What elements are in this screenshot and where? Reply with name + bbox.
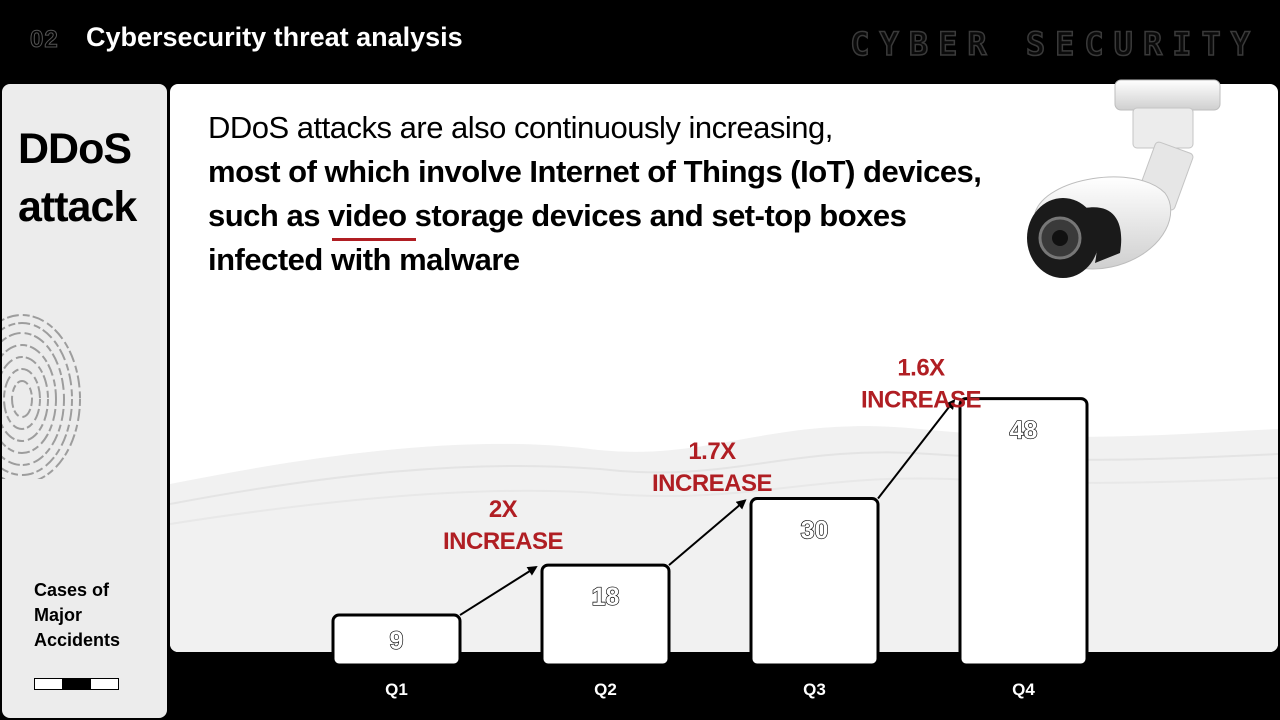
sidebar-title-line1: DDoS: [18, 125, 132, 173]
intro-line4: infected with malware: [208, 242, 520, 277]
bar-q3: [749, 497, 880, 667]
x-tick-label: Q4: [1012, 680, 1035, 699]
sidebar-caption: Cases of Major Accidents: [34, 578, 120, 653]
growth-arrow: [877, 399, 956, 500]
page-title: Cybersecurity threat analysis: [86, 22, 463, 52]
growth-multiplier-label: 1.7X: [688, 438, 736, 465]
caption-line1: Cases of: [34, 580, 110, 600]
caption-line3: Accidents: [34, 630, 121, 650]
security-camera-icon: [1027, 79, 1221, 278]
watermark-text: CYBER SECURITY: [850, 24, 1260, 64]
bar-value-label: 48: [1010, 417, 1038, 445]
intro-line3: such as video storage devices and set-to…: [208, 198, 907, 233]
page-dot-3[interactable]: [90, 678, 119, 690]
section-number: 02: [30, 26, 59, 54]
x-tick-label: Q2: [594, 680, 617, 699]
growth-multiplier-label: 1.6X: [897, 355, 945, 382]
sidebar: DDoS attack Cases of Major Accidents: [2, 84, 167, 718]
bar-q4: [958, 397, 1089, 667]
growth-arrow: [668, 499, 747, 566]
caption-line2: Major: [34, 605, 83, 625]
bar-value-label: 18: [592, 583, 620, 611]
growth-increase-label: INCREASE: [652, 470, 773, 497]
bar-value-label: 9: [390, 627, 404, 655]
fingerprint-icon: [2, 314, 81, 479]
growth-increase-label: INCREASE: [861, 387, 982, 414]
x-tick-label: Q1: [385, 680, 408, 699]
growth-arrow: [459, 566, 538, 616]
bar-q2: [540, 563, 671, 667]
intro-line1: DDoS attacks are also continuously incre…: [208, 110, 833, 145]
sidebar-title: DDoS attack: [18, 120, 137, 236]
growth-increase-label: INCREASE: [443, 528, 564, 555]
intro-text: DDoS attacks are also continuously incre…: [208, 106, 982, 282]
highlight-underline: [332, 238, 416, 241]
sidebar-title-line2: attack: [18, 183, 137, 231]
bar-q1: [331, 613, 462, 667]
page-indicator[interactable]: [34, 678, 119, 690]
intro-line2: most of which involve Internet of Things…: [208, 154, 982, 189]
bar-value-label: 30: [801, 517, 829, 545]
x-tick-label: Q3: [803, 680, 826, 699]
growth-multiplier-label: 2X: [489, 496, 518, 523]
